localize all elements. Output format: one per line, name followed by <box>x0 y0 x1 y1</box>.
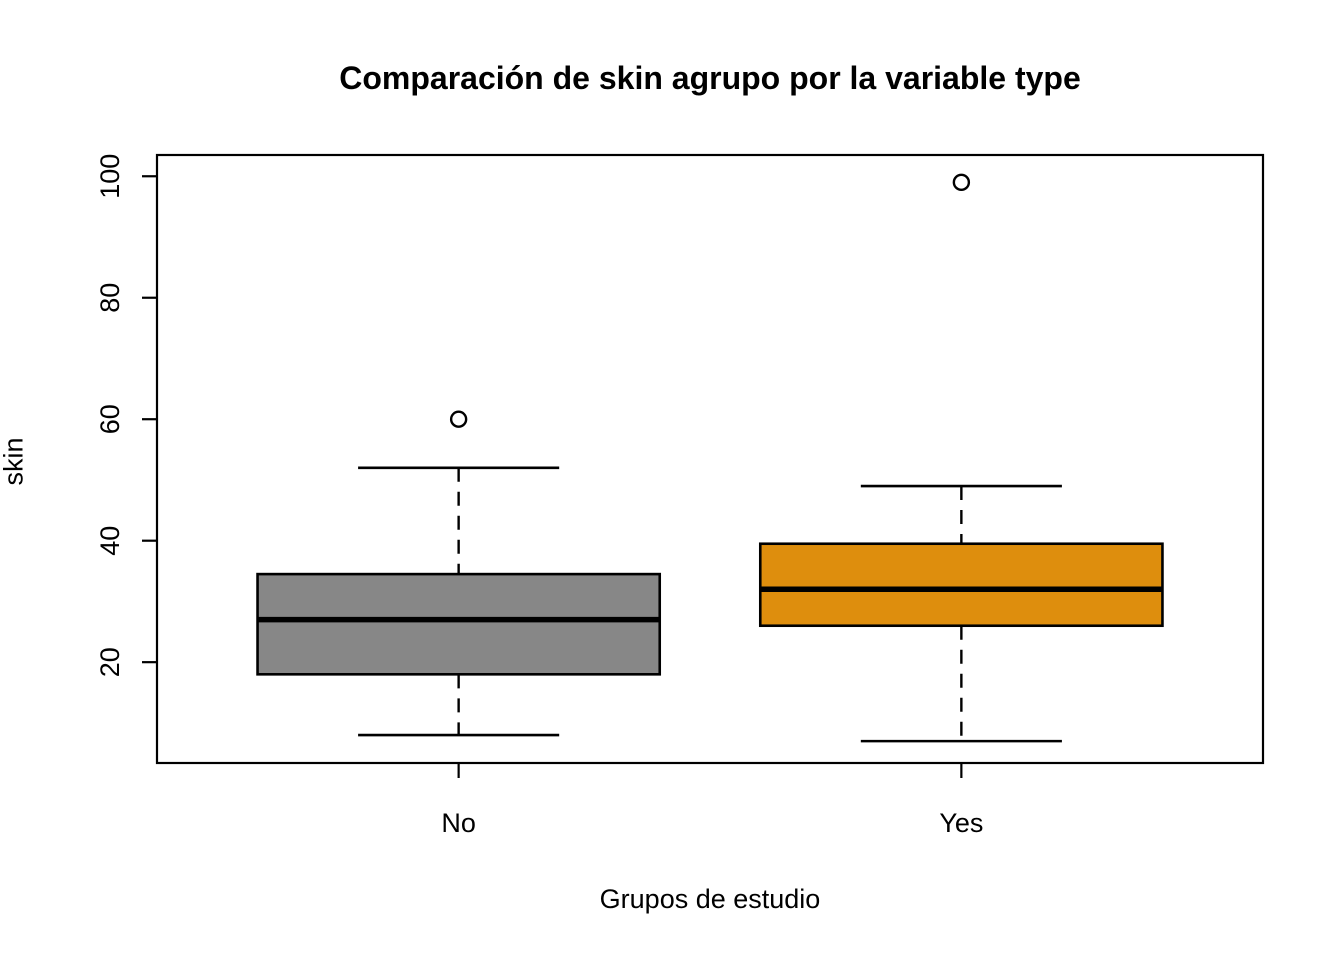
x-axis-tick-label-yes: Yes <box>939 808 983 838</box>
outlier-point-yes <box>952 173 971 192</box>
y-axis-tick-label: 40 <box>95 526 125 556</box>
y-axis-tick-label: 60 <box>95 404 125 434</box>
y-axis-tick-label: 100 <box>95 154 125 199</box>
y-axis-label: skin <box>0 437 29 486</box>
box-yes <box>758 542 1164 628</box>
plot-border <box>155 153 1265 765</box>
y-axis-tick-label: 80 <box>95 283 125 313</box>
outlier-point-no <box>449 410 468 428</box>
box-no <box>256 572 662 676</box>
x-axis-label: Grupos de estudio <box>599 884 821 914</box>
x-axis-tick-label-no: No <box>441 808 476 838</box>
chart-title: Comparación de skin agrupo por la variab… <box>339 60 1081 96</box>
y-axis-tick-label: 20 <box>95 647 125 677</box>
